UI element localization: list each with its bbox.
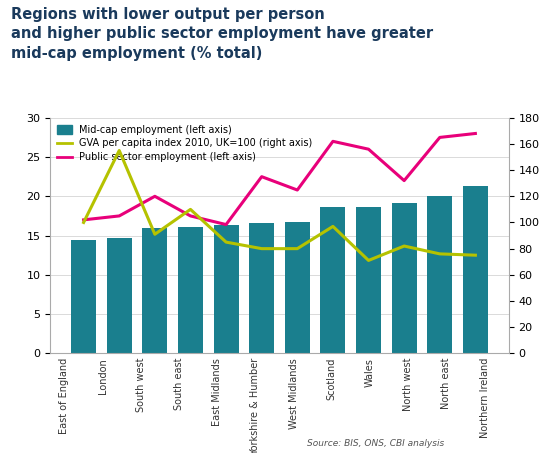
Text: West Midlands: West Midlands [288, 358, 299, 429]
Text: East of England: East of England [59, 358, 69, 434]
Text: South west: South west [136, 358, 146, 412]
Text: Regions with lower output per person: Regions with lower output per person [11, 7, 325, 22]
Text: mid-cap employment (% total): mid-cap employment (% total) [11, 46, 263, 61]
Bar [107, 238, 132, 353]
Bar [214, 225, 239, 353]
Text: East Midlands: East Midlands [212, 358, 222, 426]
Bar [320, 207, 345, 353]
Text: Scotland: Scotland [327, 358, 337, 400]
Bar [178, 227, 203, 353]
Bar [143, 228, 167, 353]
Bar [285, 222, 310, 353]
Text: South east: South east [174, 358, 184, 410]
Text: North west: North west [403, 358, 413, 411]
Text: Yorkshire & Humber: Yorkshire & Humber [250, 358, 260, 453]
Text: Source: BIS, ONS, CBI analysis: Source: BIS, ONS, CBI analysis [307, 439, 445, 448]
Text: and higher public sector employment have greater: and higher public sector employment have… [11, 26, 433, 41]
Text: Wales: Wales [365, 358, 375, 387]
Text: Northern Ireland: Northern Ireland [480, 358, 490, 438]
Bar [356, 207, 381, 353]
Bar [392, 202, 416, 353]
Bar [427, 196, 452, 353]
Bar [249, 223, 274, 353]
Legend: Mid-cap employment (left axis), GVA per capita index 2010, UK=100 (right axis), : Mid-cap employment (left axis), GVA per … [55, 123, 315, 164]
Bar [71, 240, 96, 353]
Text: North east: North east [442, 358, 451, 410]
Bar [463, 186, 488, 353]
Text: London: London [98, 358, 107, 394]
